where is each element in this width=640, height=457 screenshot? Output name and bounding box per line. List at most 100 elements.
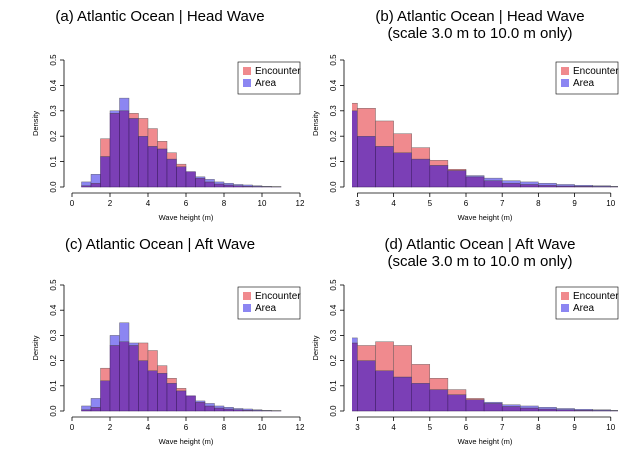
bar-overlap-6: [138, 360, 149, 412]
legend-swatch-encounter: [561, 67, 569, 75]
x-tick-label: 10: [606, 199, 615, 208]
x-tick-label: 3: [355, 423, 360, 432]
bar-area-13: [574, 409, 593, 411]
bar-encounter-1: [357, 108, 376, 137]
y-tick-label: 0.3: [329, 329, 338, 341]
legend-swatch-area: [561, 304, 569, 312]
bar-overlap-4: [411, 383, 431, 412]
bar-overlap-12: [195, 177, 206, 188]
y-tick-label: 0.3: [329, 105, 338, 117]
bar-encounter-7: [147, 350, 158, 371]
bar-area-8: [483, 401, 503, 404]
y-tick-label: 0.4: [49, 79, 58, 91]
bar-area-14: [214, 181, 225, 185]
x-tick-label: 3: [355, 199, 360, 208]
bar-area-12: [556, 184, 575, 187]
bar-overlap-7: [465, 176, 485, 188]
x-tick-label: 8: [536, 423, 541, 432]
y-tick-label: 0.4: [329, 79, 338, 91]
bar-overlap-15: [223, 184, 234, 188]
x-tick-label: 4: [391, 423, 396, 432]
x-axis-label: Wave height (m): [159, 213, 214, 222]
y-tick-label: 0.0: [49, 181, 58, 193]
bar-area-10: [520, 405, 539, 409]
x-axis-label: Wave height (m): [458, 437, 513, 446]
bar-encounter-10: [176, 163, 187, 167]
y-tick-label: 0.1: [49, 380, 58, 392]
bar-encounter-8: [157, 365, 168, 374]
bar-encounter-4: [411, 364, 431, 384]
bar-encounter-2: [100, 138, 111, 157]
bar-overlap-1: [357, 135, 376, 188]
y-tick-label: 0.0: [329, 405, 338, 417]
chart-d: 0.0 0.1 0.2 0.3 0.4 0.5 Density 3 4 5 6 7 8 9 10 Wave h…: [311, 279, 619, 446]
chart-title-c-line-1: (c) Atlantic Ocean | Aft Wave: [64, 236, 256, 253]
bar-area-0: [352, 337, 358, 344]
bar-overlap-2: [100, 156, 111, 188]
bar-area-7: [465, 175, 485, 178]
bar-area-15: [223, 182, 234, 186]
y-tick-label: 0.1: [49, 155, 58, 167]
bar-encounter-8: [157, 141, 168, 150]
y-tick-label: 0.2: [329, 130, 338, 142]
bar-area-16: [233, 184, 244, 186]
bar-encounter-2: [375, 341, 394, 371]
bar-overlap-8: [483, 403, 503, 412]
x-tick-label: 5: [428, 199, 433, 208]
x-tick-label: 9: [572, 199, 577, 208]
bar-area-17: [242, 408, 253, 411]
y-axis-label: Density: [311, 111, 320, 136]
bar-encounter-7: [147, 128, 158, 147]
legend-label-area: Area: [255, 78, 277, 89]
legend-label-encounter: Encounter: [255, 66, 301, 77]
bar-overlap-9: [501, 406, 521, 412]
bar-encounter-7: [465, 398, 485, 400]
x-axis-label: Wave height (m): [159, 437, 214, 446]
bar-overlap-11: [538, 184, 557, 188]
bar-overlap-4: [119, 110, 130, 188]
bar-area-17: [242, 184, 253, 187]
x-tick-label: 10: [606, 423, 615, 432]
bar-overlap-13: [204, 181, 215, 188]
x-axis-label: Wave height (m): [458, 213, 513, 222]
bar-overlap-9: [166, 383, 177, 412]
y-axis-label: Density: [31, 111, 40, 136]
y-tick-label: 0.5: [329, 54, 338, 66]
bar-area-13: [204, 179, 215, 183]
bar-overlap-6: [447, 394, 467, 412]
bars: [352, 337, 618, 412]
bar-overlap-10: [520, 407, 539, 412]
x-tick-label: 0: [70, 199, 75, 208]
bar-overlap-10: [176, 390, 187, 412]
bar-overlap-4: [411, 158, 431, 188]
x-tick-label: 7: [500, 199, 505, 208]
bar-overlap-7: [147, 370, 158, 412]
chart-title-d: (d) Atlantic Ocean | Aft Wave (scale 3.0…: [320, 236, 640, 270]
y-tick-label: 0.3: [49, 105, 58, 117]
chart-title-b-line-1: (b) Atlantic Ocean | Head Wave: [375, 8, 585, 25]
bar-area-12: [195, 400, 206, 403]
chart-c: 0.0 0.1 0.2 0.3 0.4 0.5 Density 0 2 4 6 8 10 12 Wave h…: [31, 279, 305, 446]
bar-area-0: [81, 405, 92, 410]
bar-overlap-1: [357, 360, 376, 412]
x-tick-label: 2: [108, 423, 113, 432]
bar-overlap-11: [185, 171, 196, 188]
bar-area-11: [538, 407, 557, 410]
x-tick-label: 6: [464, 199, 469, 208]
bar-encounter-6: [447, 169, 467, 171]
chart-title-a-line-1: (a) Atlantic Ocean | Head Wave: [55, 8, 265, 25]
bars: [352, 102, 618, 188]
x-tick-label: 9: [572, 423, 577, 432]
legend-swatch-encounter: [243, 67, 251, 75]
bar-encounter-2: [375, 120, 394, 147]
legend-label-encounter: Encounter: [255, 291, 301, 302]
panel-c: (c) Atlantic Ocean | Aft Wave 0.0 0.1 0.2 0…: [0, 228, 320, 457]
bar-area-19: [261, 410, 272, 411]
y-tick-label: 0.0: [49, 405, 58, 417]
bar-area-11: [538, 182, 557, 186]
legend-label-area: Area: [573, 303, 595, 314]
bar-area-3: [109, 335, 120, 346]
bar-area-4: [119, 97, 130, 111]
y-tick-label: 0.3: [49, 329, 58, 341]
bar-overlap-3: [109, 345, 120, 412]
